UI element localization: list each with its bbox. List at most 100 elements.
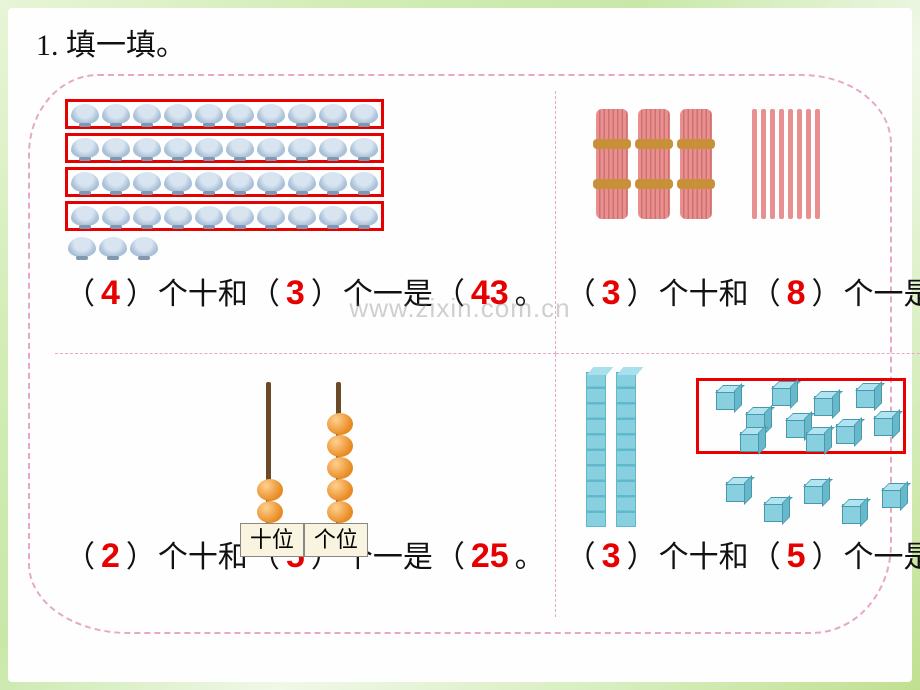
bowl-icon xyxy=(164,206,192,226)
bowl-icon xyxy=(195,206,223,226)
bowl-icon xyxy=(319,206,347,226)
txt: 个一是 xyxy=(343,269,433,313)
answer-q1-tens: 4 xyxy=(101,274,120,313)
bowl-icon xyxy=(195,104,223,124)
cube-icon xyxy=(716,390,736,410)
lp: （ xyxy=(435,532,465,576)
bowl-icon xyxy=(257,206,285,226)
end: 。 xyxy=(515,532,545,576)
cuberods-group xyxy=(586,372,636,542)
stick-icon xyxy=(770,109,775,219)
bead-icon xyxy=(327,457,353,479)
cube-icon xyxy=(842,504,862,524)
bowl-icon xyxy=(226,138,254,158)
rp: ） xyxy=(311,269,341,313)
answer-q4-tens: 3 xyxy=(602,537,621,576)
worksheet-page: 1. 填一填。 （ 4 ） 个十和 （ 3 ） 个一是 （ 4 xyxy=(8,8,912,682)
bowl-icon xyxy=(257,104,285,124)
cube-icon xyxy=(764,502,784,522)
bowl-icon xyxy=(288,206,316,226)
bowl-icon xyxy=(350,206,378,226)
cube-icon xyxy=(814,396,834,416)
bowl-icon xyxy=(226,206,254,226)
lp: （ xyxy=(65,532,95,576)
stick-icon xyxy=(779,109,784,219)
cube-icon xyxy=(804,484,824,504)
cell-q1: （ 4 ） 个十和 （ 3 ） 个一是 （ 43 。 xyxy=(55,91,556,354)
bowl-icon xyxy=(71,104,99,124)
lp: （ xyxy=(566,269,596,313)
bowl-icon xyxy=(71,138,99,158)
illus-sticks xyxy=(566,99,920,269)
bead-icon xyxy=(327,501,353,523)
bead-icon xyxy=(327,479,353,501)
cube-icon xyxy=(740,432,760,452)
bowl-icon xyxy=(350,104,378,124)
label-tens: 十位 xyxy=(240,523,304,557)
bowl-icon xyxy=(319,104,347,124)
bowl-icon xyxy=(68,237,96,257)
lp: （ xyxy=(65,269,95,313)
bead-icon xyxy=(327,435,353,457)
stick-icon xyxy=(797,109,802,219)
bowl-icon xyxy=(226,104,254,124)
txt: 个十和 xyxy=(158,269,248,313)
label-ones: 个位 xyxy=(304,523,368,557)
bowl-icon xyxy=(133,138,161,158)
lp: （ xyxy=(435,269,465,313)
bowl-icon xyxy=(319,138,347,158)
cube-icon xyxy=(836,424,856,444)
title-number: 1. xyxy=(36,29,59,62)
bowl-icon xyxy=(99,237,127,257)
rp: ） xyxy=(812,269,842,313)
cube-icon xyxy=(806,432,826,452)
rp: ） xyxy=(126,532,156,576)
bowl-icon xyxy=(257,138,285,158)
bowl-icon xyxy=(350,172,378,192)
cube-icon xyxy=(726,482,746,502)
illus-cubes xyxy=(566,362,920,532)
cube-icon xyxy=(856,388,876,408)
grid: （ 4 ） 个十和 （ 3 ） 个一是 （ 43 。 xyxy=(55,91,865,617)
bowl-icon xyxy=(133,206,161,226)
cube-icon xyxy=(772,386,792,406)
bowl-icon xyxy=(226,172,254,192)
bowl-icon xyxy=(195,138,223,158)
stick-bundle-icon xyxy=(596,109,628,219)
question-title: 1. 填一填。 xyxy=(36,20,892,64)
bowls-group xyxy=(65,99,384,259)
rp: ） xyxy=(627,269,657,313)
stick-icon xyxy=(761,109,766,219)
cell-q3: 十位 个位 （ 2 ） 个十和 （ 5 ） 个一是 （ xyxy=(55,354,556,617)
answer-q3-total: 25 xyxy=(471,537,509,576)
bowl-row-boxed xyxy=(65,201,384,231)
cube-rod-icon xyxy=(586,372,606,527)
lp: （ xyxy=(751,269,781,313)
cube-icon xyxy=(882,488,902,508)
bowl-icon xyxy=(319,172,347,192)
bowl-icon xyxy=(130,237,158,257)
sticks-area xyxy=(566,99,820,219)
bowl-row-boxed xyxy=(65,167,384,197)
stick-icon xyxy=(815,109,820,219)
bowl-icon xyxy=(350,138,378,158)
sentence-q1: （ 4 ） 个十和 （ 3 ） 个一是 （ 43 。 xyxy=(65,269,545,313)
bowl-icon xyxy=(71,206,99,226)
bowl-icon xyxy=(288,138,316,158)
bowl-icon xyxy=(195,172,223,192)
lp: （ xyxy=(566,532,596,576)
bowl-icon xyxy=(164,172,192,192)
bead-icon xyxy=(327,413,353,435)
bowl-row xyxy=(65,235,384,259)
stick-icon xyxy=(788,109,793,219)
cell-q4: （ 3 ） 个十和 （ 5 ） 个一是 （ 35 。 xyxy=(556,354,920,617)
cell-q2: （ 3 ） 个十和 （ 8 ） 个一是 （ 38 。 xyxy=(556,91,920,354)
stick-icon xyxy=(806,109,811,219)
title-text: 填一填。 xyxy=(66,29,186,62)
bowl-icon xyxy=(102,138,130,158)
answer-q4-ones: 5 xyxy=(787,537,806,576)
loose-sticks-group xyxy=(752,109,820,219)
abacus-labels: 十位 个位 xyxy=(240,523,368,557)
answer-q1-total: 43 xyxy=(471,274,509,313)
txt: 个十和 xyxy=(659,269,749,313)
